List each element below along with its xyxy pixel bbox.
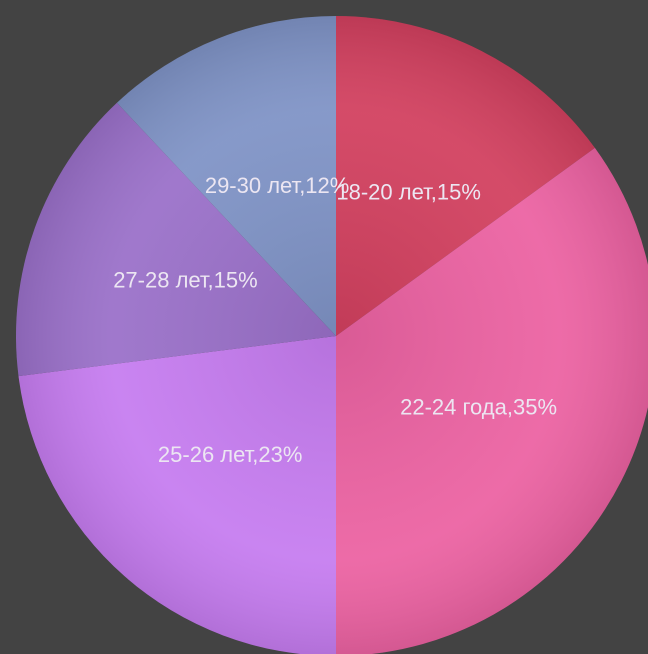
slice-label: 25-26 лет,23% [158,442,303,467]
slices [15,16,648,654]
slice-label: 29-30 лет,12% [205,173,350,198]
slice-label: 22-24 года,35% [400,394,557,419]
labels: 18-20 лет,15% 22-24 года,35% 25-26 лет,23%… [113,173,557,467]
slice-label: 18-20 лет,15% [336,179,481,204]
slice-label: 27-28 лет,15% [113,268,258,293]
